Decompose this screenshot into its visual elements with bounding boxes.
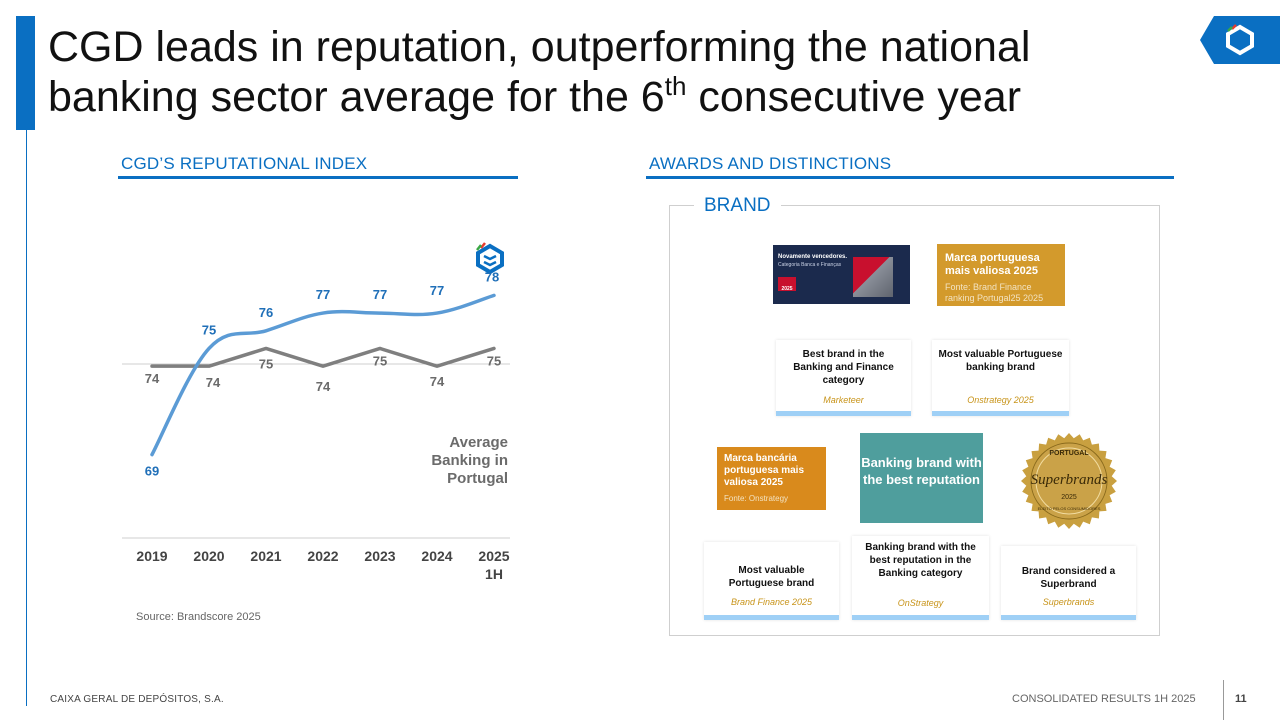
award-card-valuable-banking: Most valuable Portuguese banking brand O… xyxy=(932,340,1069,416)
average-series-label: Average Banking in Portugal xyxy=(431,434,508,487)
average-data-label: 75 xyxy=(487,353,501,368)
awards-heading: AWARDS AND DISTINCTIONS xyxy=(649,154,892,173)
reputational-index-rule xyxy=(118,176,518,179)
average-data-label: 74 xyxy=(206,375,221,390)
best-reputation-tile: Banking brand with the best reputation xyxy=(860,433,983,523)
superbrands-seal-icon: PORTUGAL Superbrands 2025 ELEITO PELOS C… xyxy=(1021,433,1117,529)
cgd-chart-logo-icon xyxy=(476,242,504,275)
x-tick-label: 1H xyxy=(485,566,503,582)
accent-line xyxy=(26,130,27,706)
page-number: 11 xyxy=(1235,693,1247,705)
x-tick-label: 2025 xyxy=(478,548,509,564)
chart-source: Source: Brandscore 2025 xyxy=(136,611,261,623)
brand-finance-banner: Marca portuguesa mais valiosa 2025 Fonte… xyxy=(937,244,1065,306)
reputation-line-chart: 74 74 75 74 75 74 75 69 75 76 77 77 77 78 2019 2020 2021… xyxy=(122,242,510,582)
marketeer-badge: 2025 xyxy=(778,277,796,292)
reputational-index-heading: CGD’S REPUTATIONAL INDEX xyxy=(121,154,368,173)
cgd-data-label: 77 xyxy=(430,283,444,298)
average-data-label: 74 xyxy=(430,374,445,389)
accent-bar xyxy=(16,16,35,130)
brand-label: BRAND xyxy=(694,195,781,217)
footer-report: CONSOLIDATED RESULTS 1H 2025 xyxy=(1012,693,1196,705)
cgd-data-label: 77 xyxy=(316,287,330,302)
footer-company: CAIXA GERAL DE DEPÓSITOS, S.A. xyxy=(50,694,224,705)
marketeer-m-graphic xyxy=(853,257,893,297)
cgd-data-label: 77 xyxy=(373,287,387,302)
seal-bottom-text: ELEITO PELOS CONSUMIDORES xyxy=(1038,506,1101,511)
average-data-label: 74 xyxy=(145,371,160,386)
marketeer-banner: Novamente vencedores. Categoria Banca e … xyxy=(773,245,910,304)
seal-top-text: PORTUGAL xyxy=(1049,450,1089,457)
x-tick-label: 2024 xyxy=(421,548,452,564)
cgd-data-label: 75 xyxy=(202,322,216,337)
page-title: CGD leads in reputation, outperforming t… xyxy=(48,23,1031,121)
x-tick-label: 2023 xyxy=(364,548,395,564)
average-data-label: 75 xyxy=(259,356,273,371)
awards-rule xyxy=(646,176,1174,179)
x-tick-label: 2019 xyxy=(136,548,167,564)
brand-awards-panel xyxy=(669,205,1160,636)
x-tick-label: 2021 xyxy=(250,548,281,564)
cgd-data-label: 78 xyxy=(485,269,499,284)
average-series-line xyxy=(150,346,496,368)
award-card-valuable-brand: Most valuable Portuguese brand Brand Fin… xyxy=(704,542,839,620)
cgd-series-line xyxy=(150,293,496,457)
seal-main-text: Superbrands xyxy=(1031,472,1108,488)
average-data-label: 75 xyxy=(373,353,387,368)
cgd-data-label: 69 xyxy=(145,464,159,479)
x-tick-label: 2022 xyxy=(307,548,338,564)
cgd-logo-tab xyxy=(1200,16,1280,64)
award-card-best-reputation-banking: Banking brand with the best reputation i… xyxy=(852,536,989,620)
award-card-best-brand: Best brand in the Banking and Finance ca… xyxy=(776,340,911,416)
cgd-data-label: 76 xyxy=(259,305,273,320)
seal-year-text: 2025 xyxy=(1061,494,1077,501)
average-data-label: 74 xyxy=(316,379,331,394)
cgd-logo-icon xyxy=(1226,24,1254,56)
award-card-superbrand: Brand considered a Superbrand Superbrand… xyxy=(1001,546,1136,620)
x-tick-label: 2020 xyxy=(193,548,224,564)
footer-divider xyxy=(1223,680,1224,720)
onstrategy-banner: Marca bancária portuguesa mais valiosa 2… xyxy=(717,447,826,510)
